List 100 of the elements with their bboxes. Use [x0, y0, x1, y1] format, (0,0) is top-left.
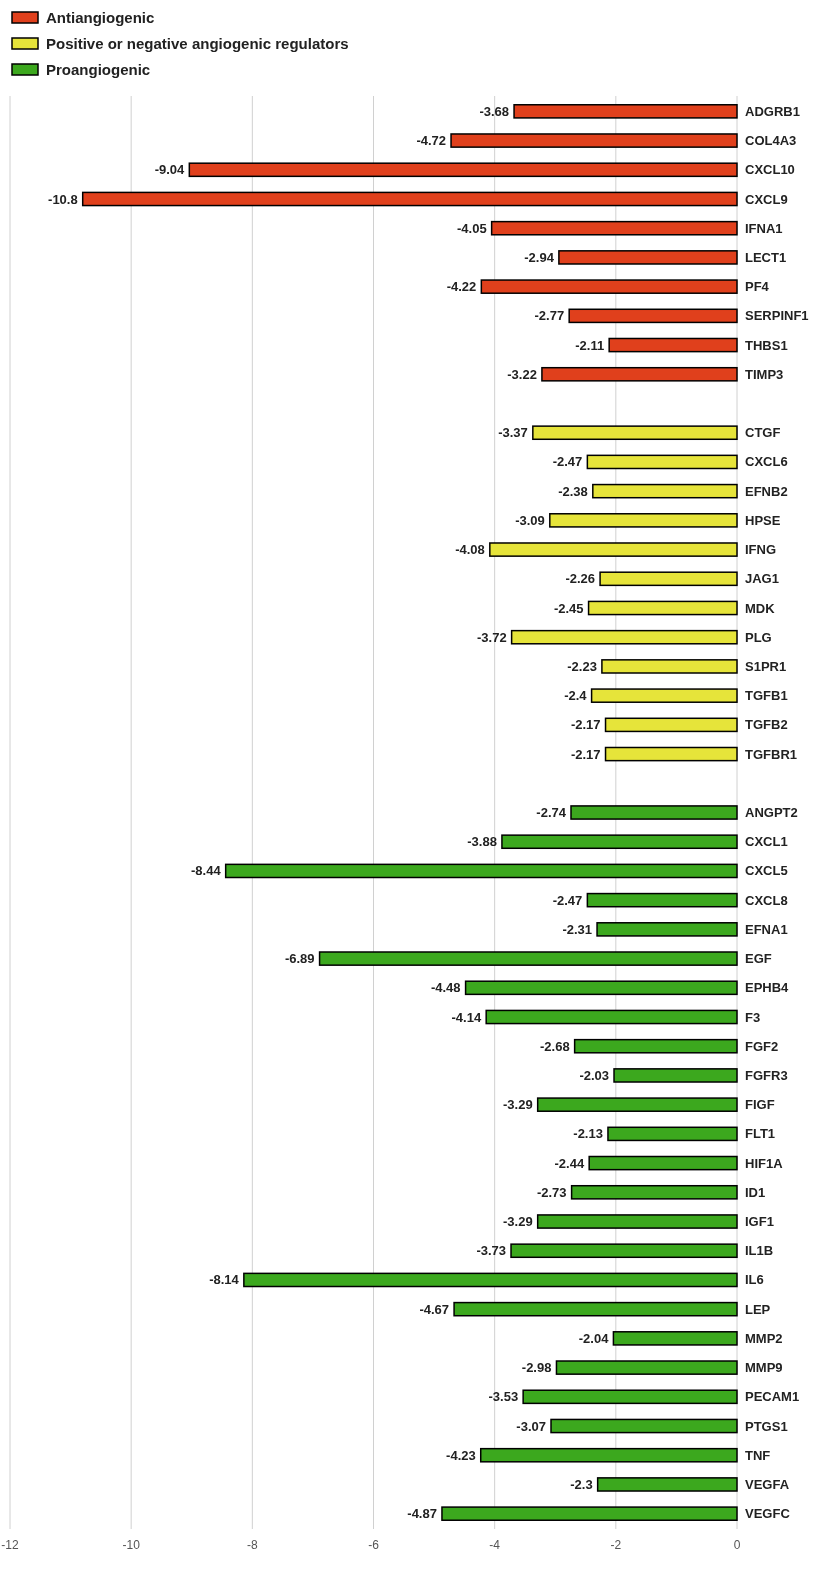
y-tick-label: EGF	[745, 951, 772, 967]
data-label: -2.38	[558, 483, 588, 499]
x-tick-label: -8	[247, 1538, 258, 1552]
data-label: -4.48	[430, 980, 461, 996]
data-label: -3.29	[503, 1097, 533, 1113]
x-tick-label: -12	[1, 1538, 19, 1552]
y-tick-label: HPSE	[745, 512, 781, 528]
data-label: -4.05	[457, 220, 487, 236]
data-label: -4.23	[446, 1447, 476, 1463]
y-tick-label: FIGF	[745, 1097, 775, 1113]
data-label: -3.29	[503, 1214, 533, 1230]
x-tick-label: -10	[122, 1538, 141, 1552]
y-tick-label: EFNB2	[745, 483, 788, 499]
data-label: -4.22	[446, 279, 477, 295]
data-label: -2.98	[521, 1360, 552, 1376]
y-tick-label: FGF2	[745, 1038, 779, 1054]
y-tick-label: MDK	[745, 600, 776, 616]
data-label: -6.89	[284, 951, 315, 967]
y-tick-label: EPHB4	[745, 980, 790, 996]
data-label: -2.74	[536, 805, 567, 821]
y-tick-label: IGF1	[745, 1214, 774, 1230]
y-tick-label: ADGRB1	[745, 103, 800, 119]
data-label: -3.53	[488, 1389, 519, 1405]
data-label: -10.8	[48, 191, 78, 207]
y-tick-label: PECAM1	[745, 1389, 800, 1405]
y-tick-label: CXCL10	[745, 162, 795, 178]
y-tick-label: COL4A3	[745, 133, 797, 149]
y-tick-label: FGFR3	[745, 1067, 788, 1083]
data-label: -2.44	[554, 1155, 585, 1171]
data-label: -2.13	[573, 1126, 603, 1142]
data-label: -8.44	[191, 863, 222, 879]
data-label: -2.45	[553, 600, 584, 616]
data-label: -2.23	[567, 658, 597, 674]
data-label: -9.04	[154, 162, 186, 178]
y-tick-label: LECT1	[745, 249, 787, 265]
y-tick-label: F3	[745, 1009, 761, 1025]
y-tick-label: TGFBR1	[745, 746, 797, 762]
x-tick-label: -2	[610, 1538, 622, 1552]
y-tick-label: CXCL1	[745, 834, 788, 850]
data-label: -3.09	[515, 512, 545, 528]
y-tick-label: PF4	[745, 279, 770, 295]
data-label: -4.87	[407, 1506, 437, 1522]
data-label: -2.04	[578, 1330, 610, 1346]
data-label: -2.73	[536, 1184, 567, 1200]
data-label: -2.47	[552, 454, 583, 470]
y-tick-label: EFNA1	[745, 921, 788, 937]
data-label: -2.17	[570, 746, 601, 762]
x-tick-label: -6	[368, 1538, 380, 1552]
data-label: -2.31	[562, 921, 593, 937]
y-tick-label: TGFB1	[745, 688, 788, 704]
y-tick-label: TNF	[745, 1447, 771, 1463]
legend-label: Positive or negative angiogenic regulators	[46, 34, 349, 52]
data-label: -2.68	[540, 1038, 570, 1054]
y-tick-label: SERPINF1	[745, 308, 809, 324]
y-tick-label: IFNA1	[745, 220, 783, 236]
data-label: -3.73	[476, 1243, 507, 1259]
data-label: -4.67	[419, 1301, 450, 1317]
y-tick-label: JAG1	[745, 571, 779, 587]
y-tick-label: PLG	[745, 629, 772, 645]
data-label: -2.3	[570, 1477, 593, 1492]
y-tick-label: VEGFC	[745, 1506, 791, 1522]
data-label: -2.03	[579, 1067, 610, 1083]
data-label: -3.72	[476, 629, 507, 645]
data-label: -2.77	[534, 308, 565, 324]
y-tick-label: ID1	[745, 1184, 766, 1200]
y-tick-label: S1PR1	[745, 658, 787, 674]
data-label: -4.08	[455, 542, 485, 558]
y-tick-label: IL1B	[745, 1243, 774, 1259]
y-tick-label: FLT1	[745, 1126, 776, 1142]
x-tick-label: 0	[733, 1538, 741, 1552]
data-label: -3.07	[516, 1418, 547, 1434]
y-tick-label: MMP2	[745, 1330, 783, 1346]
y-tick-label: CXCL8	[745, 892, 788, 908]
y-tick-label: IL6	[745, 1272, 764, 1288]
y-tick-label: TGFB2	[745, 717, 788, 733]
y-tick-label: TIMP3	[745, 366, 784, 382]
y-tick-label: MMP9	[745, 1360, 783, 1376]
data-label: -3.88	[467, 834, 497, 850]
data-label: -3.37	[498, 425, 528, 441]
y-tick-label: ANGPT2	[745, 805, 798, 821]
data-label: -4.14	[451, 1009, 482, 1025]
y-tick-label: PTGS1	[745, 1418, 788, 1434]
y-tick-label: LEP	[745, 1301, 771, 1317]
data-label: -2.26	[565, 571, 596, 587]
legend-label: Antiangiogenic	[46, 8, 155, 26]
y-tick-label: CXCL9	[745, 191, 788, 207]
data-label: -2.47	[552, 892, 583, 908]
y-tick-label: CXCL6	[745, 454, 788, 470]
y-tick-label: CXCL5	[745, 863, 788, 879]
data-label: -3.68	[479, 103, 510, 119]
x-tick-label: -4	[489, 1538, 501, 1552]
data-label: -8.14	[209, 1272, 240, 1288]
data-label: -2.11	[575, 337, 605, 353]
data-label: -2.4	[564, 688, 588, 704]
data-label: -4.72	[416, 133, 447, 149]
y-tick-label: HIF1A	[745, 1155, 784, 1171]
y-tick-label: THBS1	[745, 337, 788, 353]
y-tick-label: IFNG	[745, 542, 777, 558]
y-tick-label: CTGF	[745, 425, 781, 441]
y-tick-label: VEGFA	[745, 1477, 790, 1492]
